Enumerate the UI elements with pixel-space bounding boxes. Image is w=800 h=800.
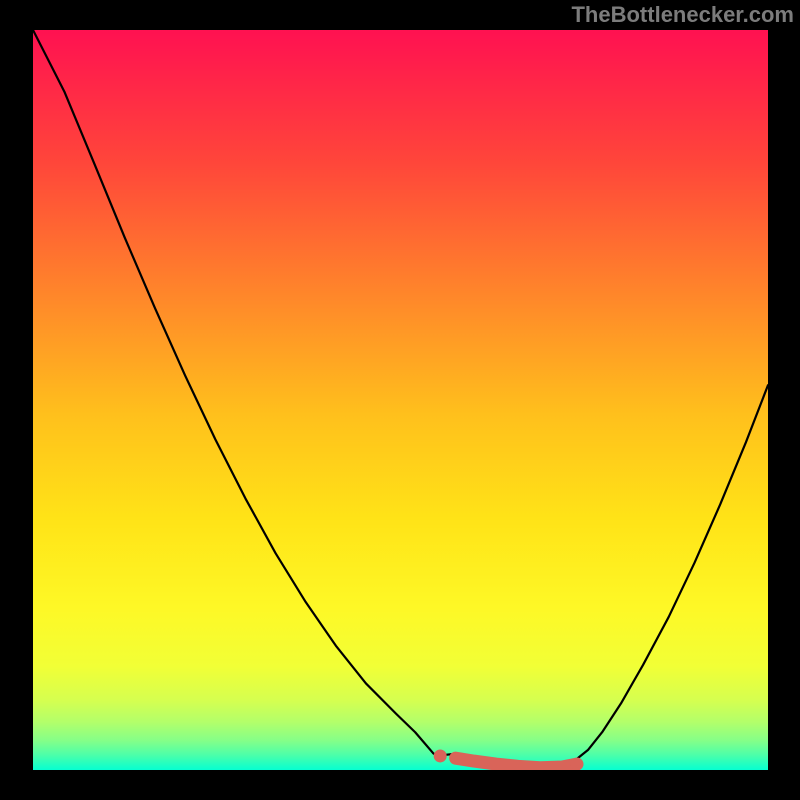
plot-area bbox=[33, 30, 768, 770]
watermark-text: TheBottlenecker.com bbox=[571, 2, 794, 28]
chart-svg bbox=[33, 30, 768, 770]
